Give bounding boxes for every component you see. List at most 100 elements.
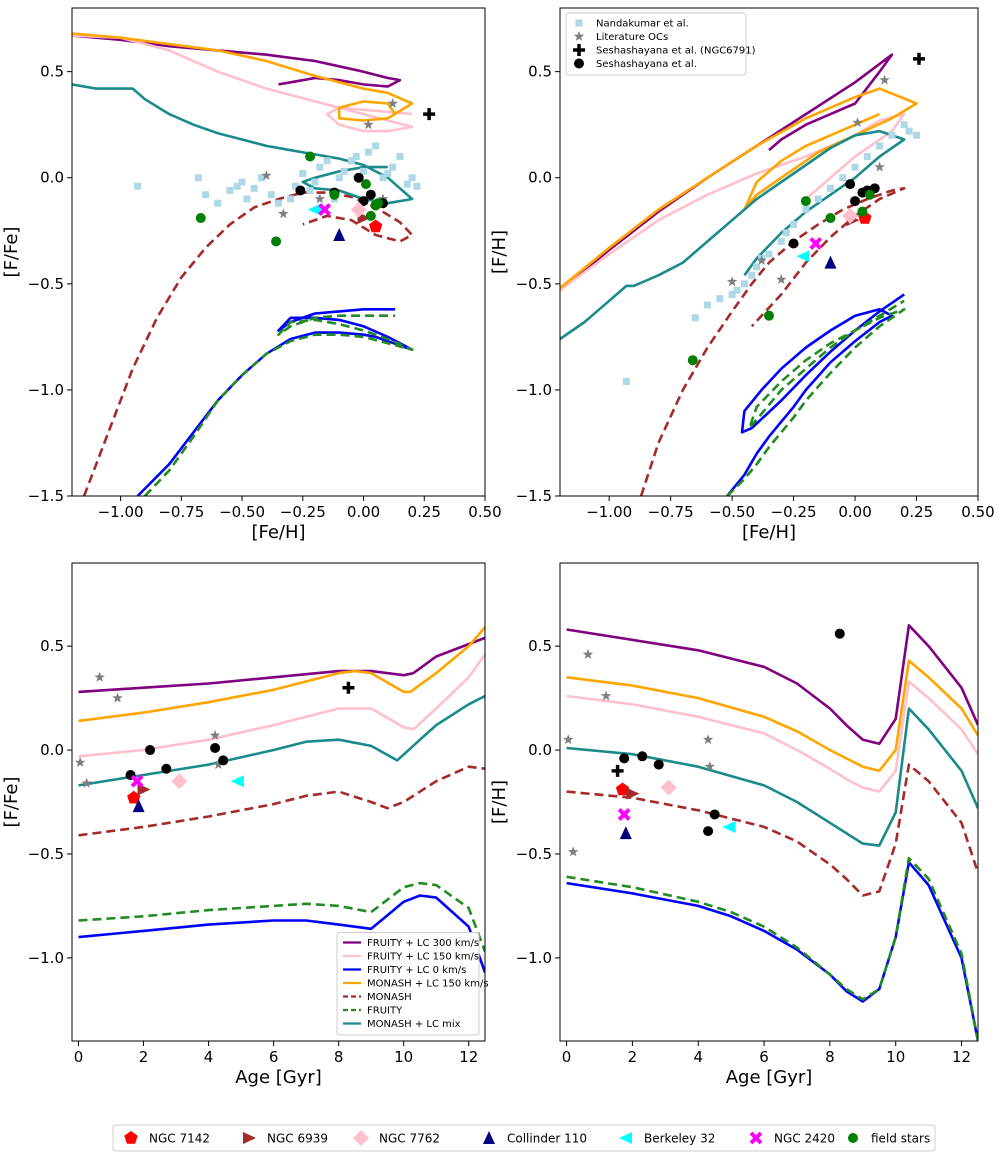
point-nandakumar-et-al bbox=[323, 157, 331, 165]
point-seshashayana-et-al-ngc6791 bbox=[342, 681, 355, 694]
bottom-legend-swatch-ngc-2420 bbox=[749, 1131, 763, 1145]
point-field-stars bbox=[800, 196, 811, 207]
point-ngc-2420 bbox=[809, 237, 823, 250]
bottom-legend-box bbox=[112, 1124, 936, 1152]
scatter-points bbox=[622, 52, 925, 385]
point-seshashayana-et-al bbox=[145, 745, 156, 756]
legend-label: Seshashayana et al. bbox=[596, 59, 697, 70]
bottom-legend-label: NGC 6939 bbox=[267, 1132, 328, 1146]
axes-frame bbox=[71, 562, 486, 1042]
point-literature-ocs bbox=[363, 119, 374, 130]
legend-label: FRUITY bbox=[367, 1006, 403, 1017]
point-nandakumar-et-al bbox=[851, 163, 859, 171]
chart-panel-top-left: −1.00 −0.75 −0.50 −0.25 0.00 0.25 0.50 −1.5 −1.0… bbox=[1, 7, 502, 543]
point-literature-ocs bbox=[702, 734, 714, 745]
point-nandakumar-et-al bbox=[740, 280, 748, 288]
point-nandakumar-et-al bbox=[267, 191, 275, 199]
x-tick-label: 12 bbox=[459, 1048, 478, 1066]
point-literature-ocs bbox=[261, 170, 272, 181]
point-seshashayana-et-al bbox=[703, 826, 714, 837]
point-nandakumar-et-al bbox=[748, 271, 756, 279]
point-literature-ocs bbox=[704, 761, 715, 772]
chart-panel-bottom-left: 0 2 4 6 8 10 12 −1.0 −0.5 0.0 0.5 Age [Gyr] [F/Fe] FR… bbox=[1, 562, 489, 1088]
point-collinder-110 bbox=[132, 799, 145, 813]
y-tick-label: 0.5 bbox=[40, 63, 64, 81]
point-nandakumar-et-al bbox=[839, 174, 847, 182]
point-nandakumar-et-al bbox=[790, 220, 798, 228]
point-berkeley-32 bbox=[230, 775, 244, 788]
legend-label: Seshashayana et al. (NGC6791) bbox=[596, 46, 756, 57]
point-seshashayana-et-al bbox=[161, 763, 172, 774]
point-nandakumar-et-al bbox=[202, 191, 210, 199]
point-field-stars bbox=[825, 213, 836, 224]
point-field-stars bbox=[360, 179, 371, 190]
point-nandakumar-et-al bbox=[299, 169, 307, 177]
point-seshashayana-et-al bbox=[834, 628, 845, 639]
y-tick-label: −0.5 bbox=[28, 845, 64, 863]
x-tick-label: −0.50 bbox=[219, 503, 265, 521]
series-lines bbox=[78, 626, 485, 973]
series-line-fruity-lc-300-km-s bbox=[566, 624, 978, 746]
point-literature-ocs bbox=[879, 74, 890, 85]
point-nandakumar-et-al bbox=[194, 174, 202, 182]
bottom-legend: NGC 7142 NGC 6939 NGC 7762 Collinder 110 Ber… bbox=[112, 1124, 936, 1152]
point-seshashayana-et-al bbox=[788, 238, 799, 249]
point-seshashayana-et-al bbox=[218, 755, 229, 766]
point-nandakumar-et-al bbox=[134, 182, 142, 190]
point-literature-ocs bbox=[874, 161, 885, 172]
legend-label: Nandakumar et al. bbox=[596, 19, 689, 30]
legend: Nandakumar et al. Literature OCs Seshashay… bbox=[565, 12, 756, 76]
legend-label: MONASH bbox=[367, 992, 412, 1003]
series-lines bbox=[560, 53, 918, 496]
bottom-legend-label: NGC 2420 bbox=[774, 1132, 835, 1146]
point-field-stars bbox=[764, 310, 774, 321]
point-nandakumar-et-al bbox=[691, 314, 699, 322]
legend-swatch-nandakumar-et-al bbox=[575, 19, 583, 27]
point-nandakumar-et-al bbox=[913, 131, 921, 139]
x-tick-label: 8 bbox=[825, 1048, 835, 1066]
point-literature-ocs bbox=[387, 98, 398, 108]
x-axis-title: Age [Gyr] bbox=[235, 1067, 322, 1088]
bottom-legend-label: field stars bbox=[871, 1132, 930, 1146]
point-ngc-6939 bbox=[626, 787, 640, 800]
point-seshashayana-et-al bbox=[637, 751, 648, 762]
series-line-fruity-lc-0-km-s bbox=[726, 293, 905, 496]
y-tick-label: −1.0 bbox=[516, 381, 552, 399]
point-nandakumar-et-al bbox=[340, 167, 348, 175]
scatter-points bbox=[134, 98, 436, 247]
point-field-stars bbox=[195, 213, 206, 224]
point-seshashayana-et-al bbox=[709, 809, 720, 820]
point-nandakumar-et-al bbox=[250, 184, 258, 192]
x-axis-title: [Fe/H] bbox=[742, 522, 796, 543]
point-literature-ocs bbox=[567, 846, 579, 857]
series-line-fruity bbox=[78, 881, 485, 953]
point-literature-ocs bbox=[213, 759, 224, 769]
point-collinder-110 bbox=[333, 228, 346, 242]
point-nandakumar-et-al bbox=[257, 174, 265, 182]
bottom-legend-swatch-berkeley-32 bbox=[619, 1132, 632, 1144]
x-tick-label: 4 bbox=[204, 1048, 214, 1066]
legend-swatch-literature-ocs bbox=[573, 31, 585, 41]
axes-frame bbox=[71, 7, 486, 497]
series-lines bbox=[566, 624, 978, 1041]
point-literature-ocs bbox=[74, 757, 86, 767]
point-seshashayana-et-al-ngc6791 bbox=[611, 764, 624, 777]
series-line-monash-lc-150-km-s bbox=[72, 32, 414, 122]
point-ngc-7762 bbox=[171, 773, 188, 790]
x-tick-label: 4 bbox=[693, 1048, 703, 1066]
point-nandakumar-et-al bbox=[396, 153, 404, 161]
series-line-monash-lc-150-km-s bbox=[566, 659, 978, 773]
x-tick-label: −0.25 bbox=[280, 503, 326, 521]
point-nandakumar-et-al bbox=[226, 186, 234, 194]
axes-frame bbox=[559, 562, 979, 1042]
point-field-stars bbox=[271, 236, 282, 247]
x-tick-label: 0.50 bbox=[961, 503, 994, 521]
point-field-stars bbox=[687, 355, 698, 366]
scatter-points bbox=[74, 671, 355, 813]
point-ngc-7762 bbox=[842, 207, 859, 224]
y-tick-label: −0.5 bbox=[516, 845, 552, 863]
bottom-legend-swatch-ngc-7762 bbox=[353, 1130, 369, 1146]
point-nandakumar-et-al bbox=[238, 178, 246, 186]
point-seshashayana-et-al bbox=[845, 179, 856, 190]
